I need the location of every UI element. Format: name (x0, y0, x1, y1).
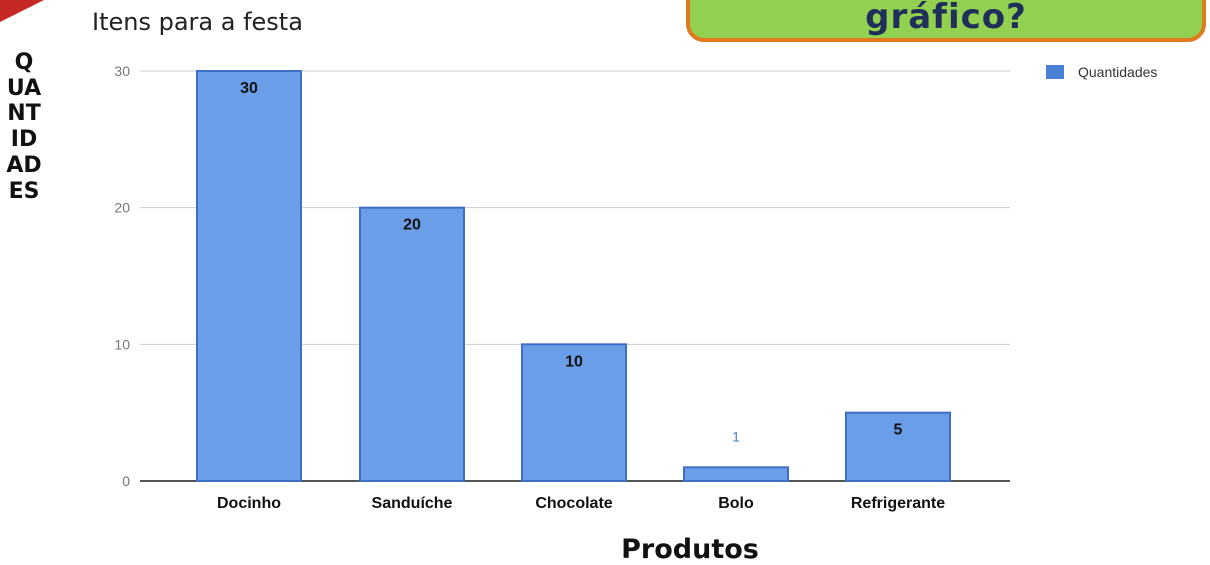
legend: Quantidades (1046, 64, 1157, 80)
data-label: 10 (565, 353, 583, 370)
x-tick-label: Sanduíche (372, 495, 453, 512)
data-label: 20 (403, 217, 421, 234)
legend-label: Quantidades (1078, 64, 1158, 80)
y-axis-label: QUANTIDADES (6, 50, 42, 204)
bar (683, 466, 789, 483)
question-callout: gráfico? (686, 0, 1206, 42)
bar (845, 411, 951, 482)
bar-chart: 0 10 20 30 30 Docinho 20 Sanduíche 10 Chocolate 1 B… (114, 63, 1010, 512)
data-label: 5 (894, 422, 903, 439)
chart-title: Itens para a festa (92, 8, 303, 36)
data-label: 1 (732, 428, 740, 444)
y-tick-label: 30 (114, 63, 130, 79)
callout-text: gráfico? (865, 0, 1027, 37)
bar (521, 343, 627, 483)
bar (359, 206, 465, 483)
bar (196, 70, 302, 482)
x-tick-label: Chocolate (535, 495, 612, 512)
y-tick-label: 10 (114, 336, 130, 352)
y-tick-label: 0 (122, 473, 130, 489)
x-tick-label: Bolo (718, 495, 754, 512)
y-tick-label: 20 (114, 200, 130, 216)
data-label: 30 (240, 80, 258, 97)
red-corner-decoration (0, 0, 53, 30)
legend-swatch (1046, 65, 1064, 79)
x-tick-label: Refrigerante (851, 495, 945, 512)
x-axis-title: Produtos (621, 534, 759, 565)
x-tick-label: Docinho (217, 495, 281, 512)
